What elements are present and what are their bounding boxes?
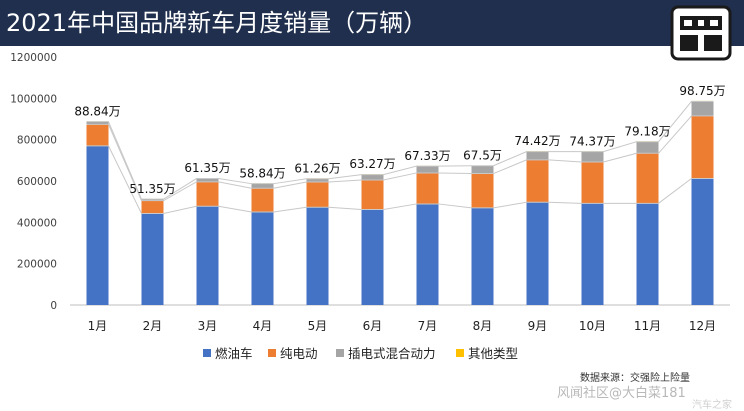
bar-segment-2 <box>416 172 439 204</box>
total-label: 63.27万 <box>349 157 395 171</box>
bar-segment-3 <box>251 183 274 189</box>
bar-segment-3 <box>196 178 219 182</box>
total-label: 67.5万 <box>463 149 502 163</box>
x-category-label: 9月 <box>528 319 548 333</box>
bar-segment-3 <box>141 199 164 201</box>
bar-segment-1 <box>306 207 329 305</box>
x-category-label: 12月 <box>689 319 716 333</box>
bar-segment-1 <box>416 203 439 305</box>
x-category-label: 3月 <box>198 319 218 333</box>
x-category-label: 4月 <box>253 319 273 333</box>
x-category-label: 8月 <box>473 319 493 333</box>
legend-swatch <box>456 349 464 357</box>
legend-swatch <box>203 349 211 357</box>
bar-segment-2 <box>471 173 494 208</box>
x-category-label: 7月 <box>418 319 438 333</box>
total-label: 61.26万 <box>294 161 340 175</box>
y-tick-label: 1200000 <box>10 52 57 64</box>
y-tick-label: 400000 <box>17 217 57 229</box>
total-label: 98.75万 <box>679 84 725 98</box>
bar-segment-3 <box>691 101 714 116</box>
bar-segment-1 <box>691 178 714 305</box>
total-label: 79.18万 <box>624 124 670 138</box>
bar-segment-3 <box>306 178 329 183</box>
x-category-label: 10月 <box>579 319 606 333</box>
y-tick-label: 200000 <box>17 259 57 271</box>
y-tick-label: 1000000 <box>10 93 57 105</box>
watermark-text: 风闻社区@大白菜181 <box>557 386 686 401</box>
legend-label: 插电式混合动力 <box>348 346 436 361</box>
bar-segment-2 <box>141 200 164 214</box>
bar-segment-1 <box>361 209 384 305</box>
bar-segment-1 <box>86 145 109 305</box>
bar-segment-1 <box>251 212 274 305</box>
data-source-note: 数据来源：交强险上险量 <box>580 373 690 384</box>
x-category-label: 5月 <box>308 319 328 333</box>
y-tick-label: 600000 <box>17 176 57 188</box>
bar-segment-2 <box>86 124 109 146</box>
y-tick-label: 800000 <box>17 135 57 147</box>
bar-segment-2 <box>306 182 329 208</box>
bar-segment-1 <box>196 206 219 305</box>
bar-segment-3 <box>471 165 494 174</box>
legend-swatch <box>268 349 276 357</box>
x-category-label: 1月 <box>88 319 108 333</box>
total-label: 74.42万 <box>514 134 560 148</box>
legend-label: 其他类型 <box>468 346 518 361</box>
bar-segment-3 <box>361 174 384 180</box>
bar-segment-3 <box>581 151 604 162</box>
x-category-label: 2月 <box>143 319 163 333</box>
bar-segment-3 <box>416 166 439 173</box>
bar-segment-2 <box>691 115 714 179</box>
chart-title: 2021年中国品牌新车月度销量（万辆） <box>6 9 428 37</box>
bar-segment-2 <box>526 159 549 203</box>
total-label: 51.35万 <box>129 182 175 196</box>
y-tick-label: 0 <box>50 300 57 312</box>
series-connector-line <box>86 100 714 200</box>
bar-segment-3 <box>526 151 549 160</box>
bar-segment-1 <box>581 203 604 305</box>
total-label: 58.84万 <box>239 166 285 180</box>
total-label: 67.33万 <box>404 149 450 163</box>
bar-segment-1 <box>636 203 659 305</box>
bar-segment-2 <box>196 181 219 207</box>
total-label: 74.37万 <box>569 134 615 148</box>
x-category-label: 11月 <box>634 319 661 333</box>
total-label: 88.84万 <box>74 104 120 118</box>
bar-segment-2 <box>581 161 604 204</box>
title-bar: 2021年中国品牌新车月度销量（万辆） <box>0 0 744 46</box>
bar-segment-1 <box>526 202 549 305</box>
series-connector-line <box>86 145 714 214</box>
bar-segment-2 <box>636 153 659 204</box>
bar-segment-1 <box>471 207 494 305</box>
bar-segment-3 <box>636 141 659 154</box>
gasgoo-logo-icon <box>670 5 732 61</box>
legend-swatch <box>336 349 344 357</box>
total-label: 61.35万 <box>184 161 230 175</box>
corner-brand-text: 汽车之家 <box>692 400 732 411</box>
bar-segment-1 <box>141 213 164 305</box>
series-connector-line <box>86 115 714 202</box>
bar-segment-3 <box>86 121 109 125</box>
legend-label: 燃油车 <box>215 346 253 361</box>
x-category-label: 6月 <box>363 319 383 333</box>
bar-segment-2 <box>251 188 274 212</box>
bar-segment-2 <box>361 179 384 210</box>
legend-label: 纯电动 <box>280 346 318 361</box>
